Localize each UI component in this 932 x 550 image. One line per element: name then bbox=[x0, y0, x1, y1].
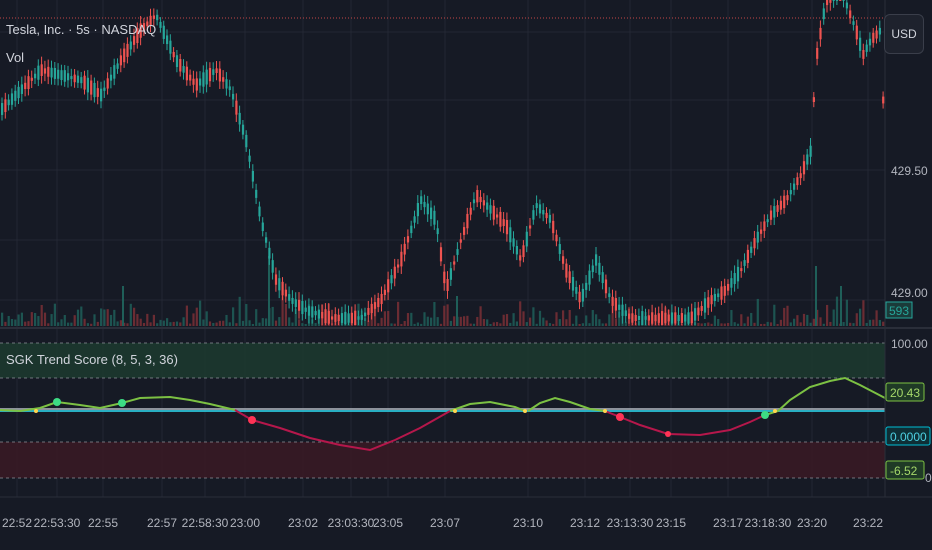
time-axis-label: 22:52 bbox=[2, 516, 32, 530]
indicator-axis-label: 100.00 bbox=[891, 337, 928, 351]
symbol-title[interactable]: Tesla, Inc. · 5s · NASDAQ bbox=[6, 22, 157, 37]
lower-zone bbox=[0, 442, 885, 478]
price-label: 429.00 bbox=[891, 286, 928, 300]
threshold-value-tag: -6.52 bbox=[890, 464, 918, 478]
time-axis-label: 23:05 bbox=[373, 516, 403, 530]
currency-button[interactable]: USD bbox=[884, 14, 924, 54]
score-value-tag: 20.43 bbox=[890, 386, 920, 400]
price-candles bbox=[1, 0, 885, 325]
indicator-title[interactable]: SGK Trend Score (8, 5, 3, 36) bbox=[6, 352, 178, 367]
time-axis-label: 22:57 bbox=[147, 516, 177, 530]
time-axis-label: 23:02 bbox=[288, 516, 318, 530]
time-axis-label: 23:15 bbox=[656, 516, 686, 530]
time-axis-label: 23:17 bbox=[713, 516, 743, 530]
upper-zone bbox=[0, 343, 885, 378]
time-axis-label: 23:10 bbox=[513, 516, 543, 530]
volume-value-tag: 593 bbox=[889, 304, 909, 318]
signal-dots bbox=[34, 398, 777, 437]
time-axis-label: 23:03:30 bbox=[328, 516, 375, 530]
trend-score-positive bbox=[0, 376, 886, 416]
time-axis-label: 23:12 bbox=[570, 516, 600, 530]
price-label: 429.50 bbox=[891, 164, 928, 178]
time-axis-label: 23:13:30 bbox=[607, 516, 654, 530]
time-axis-label: 23:22 bbox=[853, 516, 883, 530]
volume-legend[interactable]: Vol bbox=[6, 50, 25, 65]
time-axis-label: 23:07 bbox=[430, 516, 460, 530]
time-axis-label: 22:55 bbox=[88, 516, 118, 530]
zero-value-tag: 0.0000 bbox=[890, 430, 927, 444]
time-axis-label: 23:00 bbox=[230, 516, 260, 530]
time-axis-label: 23:18:30 bbox=[745, 516, 792, 530]
time-axis-label: 23:20 bbox=[797, 516, 827, 530]
time-axis-label: 22:53:30 bbox=[34, 516, 81, 530]
indicator-axis-label: 0 bbox=[925, 471, 932, 485]
time-axis-label: 22:58:30 bbox=[182, 516, 229, 530]
